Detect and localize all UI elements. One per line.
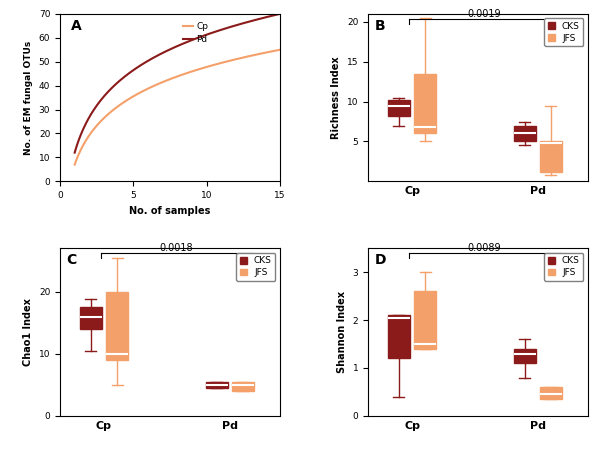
Legend: CKS, JFS: CKS, JFS bbox=[544, 18, 583, 46]
Text: B: B bbox=[374, 19, 385, 33]
Text: 0.0019: 0.0019 bbox=[467, 9, 501, 19]
Pd bbox=[72, 147, 79, 153]
PathPatch shape bbox=[106, 292, 128, 360]
Pd bbox=[193, 36, 200, 41]
Line: Cp: Cp bbox=[74, 50, 280, 164]
PathPatch shape bbox=[414, 73, 436, 134]
Text: A: A bbox=[71, 19, 82, 33]
Legend: Cp, Pd: Cp, Pd bbox=[179, 18, 212, 48]
Pd bbox=[193, 36, 200, 41]
Cp bbox=[193, 67, 200, 73]
PathPatch shape bbox=[414, 292, 436, 349]
Cp bbox=[72, 160, 79, 165]
Cp bbox=[193, 67, 200, 73]
Cp bbox=[71, 162, 78, 167]
Text: D: D bbox=[374, 253, 386, 267]
Line: Pd: Pd bbox=[74, 14, 280, 152]
Text: 0.0018: 0.0018 bbox=[160, 243, 193, 253]
PathPatch shape bbox=[540, 387, 562, 399]
Pd bbox=[244, 19, 251, 25]
Text: C: C bbox=[67, 253, 77, 267]
PathPatch shape bbox=[388, 315, 410, 359]
PathPatch shape bbox=[80, 307, 102, 329]
Cp bbox=[197, 66, 204, 72]
Y-axis label: Chao1 Index: Chao1 Index bbox=[23, 298, 33, 366]
PathPatch shape bbox=[514, 349, 536, 363]
Pd bbox=[257, 16, 265, 21]
Legend: CKS, JFS: CKS, JFS bbox=[544, 253, 583, 281]
Text: 0.0089: 0.0089 bbox=[467, 243, 501, 253]
PathPatch shape bbox=[388, 100, 410, 116]
Y-axis label: No. of EM fungal OTUs: No. of EM fungal OTUs bbox=[24, 41, 33, 155]
Pd bbox=[277, 11, 284, 17]
Legend: CKS, JFS: CKS, JFS bbox=[236, 253, 275, 281]
PathPatch shape bbox=[206, 382, 227, 388]
Pd bbox=[71, 150, 78, 155]
PathPatch shape bbox=[514, 126, 536, 141]
Pd bbox=[197, 34, 204, 40]
Cp bbox=[244, 54, 251, 59]
Cp bbox=[257, 51, 265, 56]
Y-axis label: Richness Index: Richness Index bbox=[331, 56, 341, 139]
PathPatch shape bbox=[540, 141, 562, 172]
Y-axis label: Shannon Index: Shannon Index bbox=[337, 291, 347, 373]
Cp bbox=[277, 47, 284, 53]
PathPatch shape bbox=[232, 382, 254, 391]
X-axis label: No. of samples: No. of samples bbox=[130, 206, 211, 216]
